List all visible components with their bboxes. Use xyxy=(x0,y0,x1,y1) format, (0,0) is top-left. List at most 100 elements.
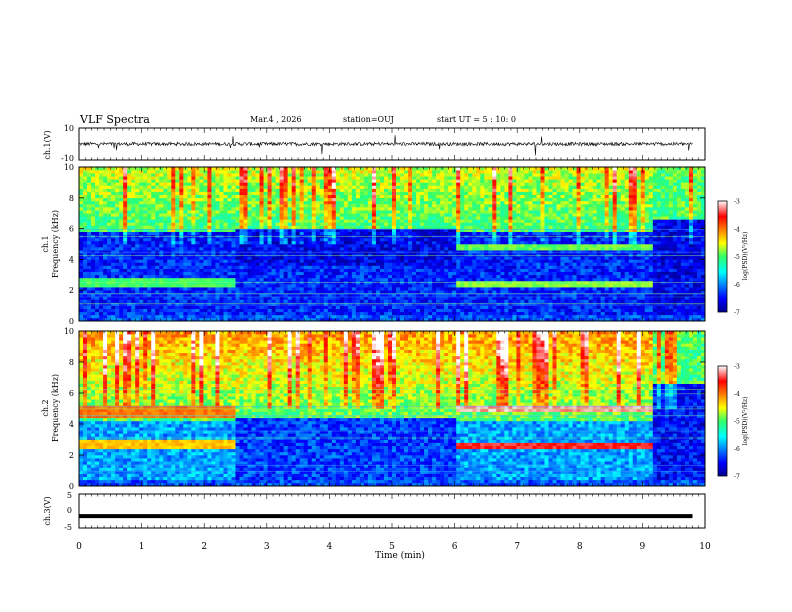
spectrogram-cell xyxy=(175,314,180,319)
spectrogram-cell xyxy=(400,240,405,245)
spectrogram-cell xyxy=(147,191,152,196)
spectrogram-cell xyxy=(323,228,329,232)
spectrogram-cell xyxy=(363,210,369,214)
spectrogram-cell xyxy=(404,284,409,288)
spectrogram-cell xyxy=(347,290,353,294)
spectrogram-cell xyxy=(251,179,256,183)
spectrogram-cell xyxy=(107,290,112,294)
spectrogram-cell xyxy=(135,185,140,189)
spectrogram-cell xyxy=(203,231,208,236)
spectrogram-cell xyxy=(211,185,216,189)
spectrogram-cell xyxy=(211,182,216,186)
spectrogram-cell xyxy=(159,176,164,180)
spectrogram-cell xyxy=(171,244,176,248)
spectrogram-cell xyxy=(452,274,457,279)
spectrogram-cell xyxy=(275,194,280,199)
spectrogram-cell xyxy=(87,302,92,306)
spectrogram-cell xyxy=(131,287,136,291)
spectrogram-cell xyxy=(464,170,469,174)
spectrogram-cell xyxy=(404,231,409,236)
spectrogram-cell xyxy=(404,271,409,276)
spectrogram-cell xyxy=(440,182,445,186)
spectrogram-cell xyxy=(87,277,92,282)
spectrogram-cell xyxy=(79,203,84,208)
spectrogram-cell xyxy=(295,299,300,303)
spectrogram-cell xyxy=(323,250,329,254)
spectrogram-cell xyxy=(359,191,365,196)
spectrogram-cell xyxy=(271,268,276,273)
spectrogram-cell xyxy=(235,228,240,232)
spectrogram-cell xyxy=(416,231,421,236)
spectrogram-cell xyxy=(307,188,313,192)
spectrogram-cell xyxy=(392,210,397,214)
spectrogram-cell xyxy=(355,250,361,254)
spectrogram-cell xyxy=(199,299,204,303)
spectrogram-cell xyxy=(440,314,445,319)
spectrogram-cell xyxy=(183,314,188,319)
spectrogram-cell xyxy=(331,200,337,205)
spectrogram-cell xyxy=(307,287,313,291)
spectrogram-cell xyxy=(412,179,417,183)
spectrogram-cell xyxy=(440,213,445,217)
spectrogram-cell xyxy=(219,191,224,196)
spectrogram-cell xyxy=(191,305,196,309)
spectrogram-cell xyxy=(460,244,465,248)
spectrogram-cell xyxy=(131,308,136,313)
spectrogram-cell xyxy=(83,170,88,174)
spectrogram-cell xyxy=(468,277,473,282)
spectrogram-cell xyxy=(452,296,457,300)
spectrogram-cell xyxy=(375,185,381,189)
spectrogram-cell xyxy=(315,262,321,266)
spectrogram-cell xyxy=(215,197,220,202)
spectrogram-cell xyxy=(323,207,329,211)
spectrogram-cell xyxy=(375,253,381,257)
spectrogram-cell xyxy=(175,256,180,260)
spectrogram-cell xyxy=(456,262,461,266)
spectrogram-cell xyxy=(99,265,104,269)
spectrogram-cell xyxy=(267,299,272,303)
spectrogram-cell xyxy=(315,302,321,306)
spectrogram-cell xyxy=(151,314,156,319)
spectrogram-cell xyxy=(424,253,429,257)
spectrogram-cell xyxy=(95,265,100,269)
spectrogram-cell xyxy=(412,203,417,208)
spectrogram-cell xyxy=(456,194,461,199)
spectrogram-cell xyxy=(259,296,264,300)
spectrogram-cell xyxy=(239,302,244,306)
spectrogram-cell xyxy=(147,311,152,316)
spectrogram-cell xyxy=(468,203,473,208)
spectrogram-cell xyxy=(371,256,377,260)
spectrogram-cell xyxy=(456,250,461,254)
spectrogram-cell xyxy=(99,194,104,199)
spectrogram-cell xyxy=(175,222,180,226)
spectrogram-cell xyxy=(379,268,385,273)
spectrogram-cell xyxy=(219,231,224,236)
spectrogram-cell xyxy=(167,228,172,232)
spectrogram-cell xyxy=(223,253,228,257)
spectrogram-cell xyxy=(219,287,224,291)
spectrogram-cell xyxy=(163,293,168,297)
spectrogram-cell xyxy=(203,216,208,220)
spectrogram-cell xyxy=(259,244,264,248)
spectrogram-cell xyxy=(159,225,164,229)
spectrogram-cell xyxy=(432,194,437,199)
spectrogram-cell xyxy=(127,271,132,276)
spectrogram-cell xyxy=(396,287,401,291)
spectrogram-cell xyxy=(335,191,341,196)
spectrogram-cell xyxy=(231,231,236,236)
spectrogram-cell xyxy=(307,274,313,279)
spectrogram-cell xyxy=(115,200,120,205)
spectrogram-cell xyxy=(363,308,369,313)
spectrogram-cell xyxy=(139,262,144,266)
spectrogram-cell xyxy=(231,191,236,196)
spectrogram-cell xyxy=(99,170,104,174)
spectrogram-cell xyxy=(95,210,100,214)
spectrogram-cell xyxy=(392,247,397,251)
spectrogram-cell xyxy=(139,210,144,214)
spectrogram-cell xyxy=(460,225,465,229)
spectrogram-cell xyxy=(175,240,180,245)
spectrogram-cell xyxy=(187,237,192,242)
spectrogram-cell xyxy=(392,265,397,269)
spectrogram-cell xyxy=(335,250,341,254)
spectrogram-cell xyxy=(215,188,220,192)
